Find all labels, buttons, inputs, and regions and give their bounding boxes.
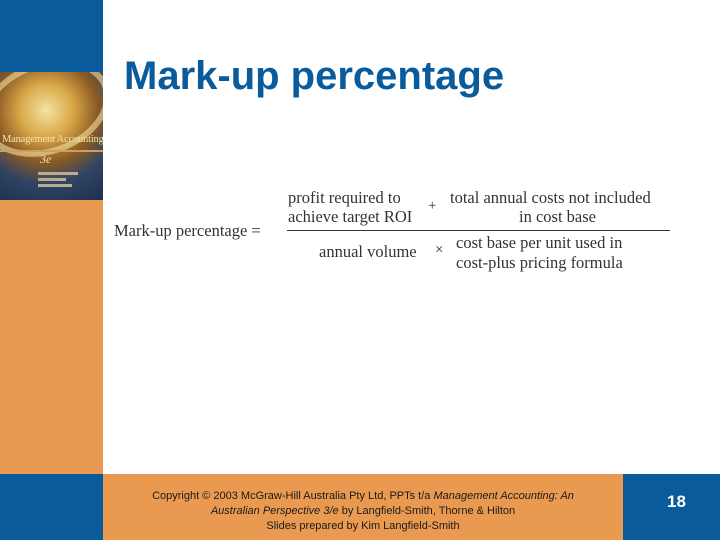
book-cover-image: Management Accounting 3e bbox=[0, 72, 103, 200]
formula-plus: + bbox=[428, 198, 437, 214]
footer-left-block bbox=[0, 474, 103, 540]
copyright-line2-italic: Australian Perspective 3/e bbox=[210, 505, 339, 517]
cover-title: Management Accounting bbox=[2, 134, 103, 145]
cover-strip bbox=[0, 150, 103, 152]
page-number: 18 bbox=[667, 492, 686, 511]
cover-edition: 3e bbox=[40, 152, 52, 166]
left-orange-band bbox=[0, 200, 103, 474]
left-top-band bbox=[0, 0, 103, 72]
slide-title: Mark-up percentage bbox=[124, 54, 505, 98]
formula-numerator-left-line2: achieve target ROI bbox=[288, 207, 413, 226]
markup-formula: Mark-up percentage = profit required to … bbox=[114, 185, 684, 275]
copyright-line1-prefix: Copyright © 2003 McGraw-Hill Australia P… bbox=[152, 490, 434, 502]
formula-numerator-left-line1: profit required to bbox=[288, 188, 401, 207]
footer-mid-block bbox=[103, 474, 623, 540]
formula-lhs: Mark-up percentage = bbox=[114, 221, 261, 240]
formula-denominator-right-line1: cost base per unit used in bbox=[456, 233, 623, 252]
copyright-line2-suffix: by Langfield-Smith, Thorne & Hilton bbox=[338, 505, 516, 517]
footer: Copyright © 2003 McGraw-Hill Australia P… bbox=[0, 474, 720, 540]
copyright-line1-italic: Management Accounting: An bbox=[433, 490, 574, 502]
copyright-notice: Copyright © 2003 McGraw-Hill Australia P… bbox=[103, 489, 623, 534]
formula-denominator-right-line2: cost-plus pricing formula bbox=[456, 253, 623, 272]
cover-swirl-decoration bbox=[0, 72, 103, 174]
copyright-line3: Slides prepared by Kim Langfield-Smith bbox=[266, 520, 460, 532]
fraction-bar bbox=[287, 230, 670, 232]
formula-numerator-right-line1: total annual costs not included bbox=[450, 188, 651, 207]
formula-numerator-right-line2: in cost base bbox=[519, 207, 596, 226]
formula-denominator-left: annual volume bbox=[319, 242, 417, 261]
cover-authors-decoration bbox=[38, 172, 98, 187]
formula-times: × bbox=[435, 242, 444, 258]
footer-right-block bbox=[623, 474, 720, 540]
